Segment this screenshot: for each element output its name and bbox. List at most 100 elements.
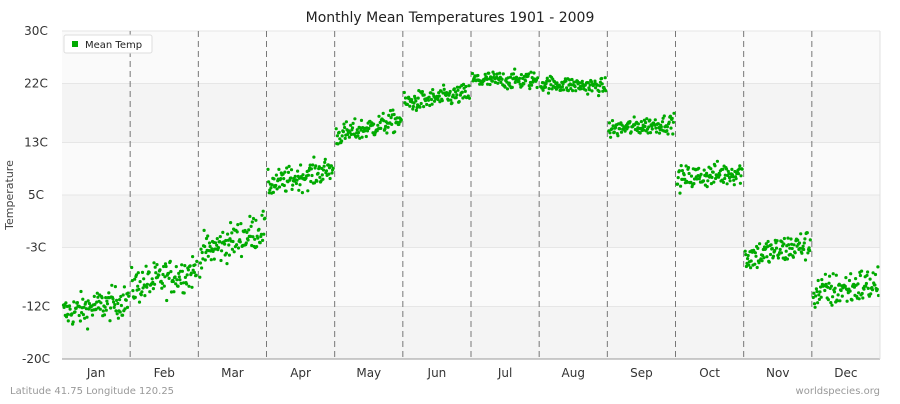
x-tick-label: Jul: [497, 366, 512, 380]
data-point: [768, 252, 773, 257]
data-point: [680, 169, 685, 173]
data-point: [721, 180, 726, 184]
data-point: [427, 95, 431, 99]
data-point: [223, 242, 227, 246]
data-point: [136, 271, 140, 275]
data-point: [467, 84, 471, 88]
data-point: [505, 80, 509, 84]
data-point: [137, 300, 142, 304]
data-point: [546, 91, 551, 95]
data-point: [728, 179, 732, 183]
data-point: [231, 239, 235, 244]
x-tick-label: Feb: [154, 366, 175, 380]
data-point: [162, 264, 166, 269]
data-point: [454, 96, 458, 100]
data-point: [679, 184, 683, 188]
data-point: [171, 279, 175, 284]
data-point: [403, 96, 408, 100]
data-point: [391, 108, 395, 112]
data-point: [560, 85, 565, 89]
data-point: [529, 70, 533, 74]
data-point: [488, 82, 492, 87]
data-point: [667, 120, 671, 124]
data-point: [785, 257, 790, 261]
data-point: [411, 104, 415, 109]
y-tick-label: 30C: [24, 24, 48, 38]
data-point: [414, 99, 418, 103]
data-point: [347, 135, 351, 139]
data-point: [656, 122, 660, 126]
data-point: [754, 254, 758, 258]
data-point: [496, 81, 500, 85]
data-point: [746, 253, 750, 258]
data-point: [701, 179, 706, 183]
data-point: [282, 183, 286, 188]
data-point: [105, 302, 110, 306]
data-point: [498, 71, 502, 75]
data-point: [858, 273, 863, 278]
data-point: [684, 164, 688, 168]
data-point: [480, 82, 484, 86]
data-point: [740, 167, 744, 171]
data-point: [82, 305, 86, 309]
data-point: [235, 243, 239, 247]
data-point: [164, 264, 168, 269]
data-point: [676, 182, 680, 186]
data-point: [665, 129, 669, 133]
data-point: [336, 142, 340, 146]
data-point: [660, 120, 665, 124]
data-point: [452, 87, 456, 91]
data-point: [597, 89, 601, 94]
data-point: [301, 173, 305, 177]
data-point: [507, 81, 511, 85]
data-point: [799, 232, 803, 236]
data-point: [704, 174, 708, 178]
data-point: [317, 165, 321, 169]
data-point: [118, 310, 122, 314]
data-point: [724, 167, 729, 171]
data-point: [837, 282, 841, 286]
data-point: [695, 177, 699, 181]
data-point: [144, 264, 148, 268]
data-point: [812, 302, 817, 306]
data-point: [616, 134, 620, 138]
data-point: [570, 77, 574, 82]
data-point: [107, 291, 111, 295]
data-point: [849, 272, 853, 276]
data-point: [90, 313, 95, 317]
data-point: [346, 132, 350, 137]
data-point: [386, 125, 390, 129]
legend-label: Mean Temp: [85, 40, 142, 51]
data-point: [306, 189, 310, 193]
data-point: [595, 83, 600, 87]
data-point: [83, 316, 87, 320]
data-point: [766, 239, 770, 244]
data-point: [353, 117, 357, 121]
data-point: [210, 247, 214, 251]
data-point: [527, 84, 531, 88]
data-point: [827, 281, 831, 285]
data-point: [699, 172, 703, 176]
data-point: [792, 243, 796, 247]
data-point: [564, 79, 568, 83]
data-point: [173, 275, 177, 279]
data-point: [102, 313, 107, 317]
data-point: [873, 272, 878, 277]
data-point: [844, 276, 848, 280]
data-point: [266, 167, 270, 171]
data-point: [611, 124, 615, 128]
data-point: [528, 87, 532, 91]
x-tick-label: Dec: [834, 366, 857, 380]
data-point: [545, 76, 549, 80]
data-point: [823, 272, 828, 276]
data-point: [790, 242, 794, 246]
data-point: [838, 299, 842, 303]
data-point: [826, 298, 831, 302]
data-point: [497, 78, 501, 82]
data-point: [765, 245, 770, 249]
data-point: [579, 87, 583, 91]
data-point: [749, 266, 753, 270]
data-point: [73, 310, 77, 314]
data-point: [530, 83, 534, 87]
data-point: [93, 302, 97, 306]
